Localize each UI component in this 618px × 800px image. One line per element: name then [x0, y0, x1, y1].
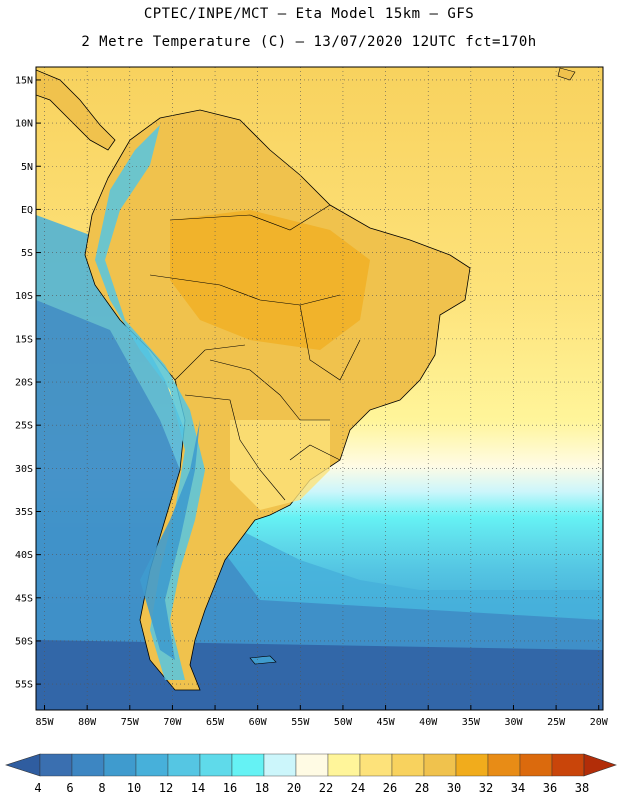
colorbar-label: 28 — [415, 781, 429, 795]
lon-tick-label: 40W — [419, 717, 438, 728]
map-frame — [35, 66, 604, 711]
colorbar-label: 36 — [543, 781, 557, 795]
temperature-colorbar: 4 6 8 10 12 14 16 18 20 22 24 26 28 30 32 34 36 38 — [5, 753, 617, 795]
lat-tick-label: 15N — [15, 75, 33, 86]
lat-tick-label: 45S — [15, 593, 33, 604]
falkland-islands — [249, 655, 277, 665]
lon-tick-label: 85W — [35, 717, 54, 728]
colorbar-swatch — [487, 753, 521, 777]
lat-tick-label: 50S — [15, 636, 33, 647]
colorbar-label: 18 — [255, 781, 269, 795]
colorbar-swatch — [39, 753, 73, 777]
colorbar-swatch — [327, 753, 361, 777]
colorbar-swatch — [391, 753, 425, 777]
lon-tick-label: 65W — [206, 717, 225, 728]
map-title-line1: CPTEC/INPE/MCT – Eta Model 15km – GFS — [143, 6, 475, 22]
colorbar-label: 32 — [479, 781, 493, 795]
lon-tick-label: 60W — [249, 717, 268, 728]
colorbar-label: 22 — [319, 781, 333, 795]
colorbar-label: 26 — [383, 781, 397, 795]
lat-tick-label: 10S — [15, 291, 33, 302]
graticule — [36, 67, 603, 710]
colorbar-label: 38 — [575, 781, 589, 795]
colorbar-swatch — [167, 753, 201, 777]
lat-tick-label: 15S — [15, 334, 33, 345]
lon-tick-label: 35W — [462, 717, 481, 728]
pampas-area — [230, 420, 330, 510]
lat-tick-label: EQ — [21, 205, 33, 216]
lat-tick-label: 25S — [15, 421, 33, 432]
lon-tick-label: 25W — [547, 717, 566, 728]
lat-tick-label: 10N — [15, 119, 33, 130]
lon-tick-label: 70W — [163, 717, 182, 728]
lon-tick-label: 20W — [590, 717, 609, 728]
amazon-warm-area — [170, 210, 370, 350]
latitude-axis: 15N 10N 5N EQ 5S 10S 15S 20S 25S 30S 35S 40S 45S 50S 5… — [15, 75, 41, 691]
longitude-axis: 85W 80W 75W 70W 65W 60W 55W 50W 45W 40W 35W 30W 25W 2… — [35, 705, 609, 728]
lat-tick-label: 20S — [15, 378, 33, 389]
colorbar-label: 6 — [66, 781, 73, 795]
colorbar-over-arrow — [583, 753, 617, 777]
caribbean-island — [557, 67, 576, 81]
lon-tick-label: 80W — [78, 717, 97, 728]
colorbar-label: 10 — [127, 781, 141, 795]
colorbar-swatch — [295, 753, 329, 777]
colorbar-swatch — [359, 753, 393, 777]
colorbar-swatch — [551, 753, 585, 777]
patagonian-andes — [140, 420, 200, 660]
colorbar-label: 24 — [351, 781, 365, 795]
lon-tick-label: 75W — [121, 717, 140, 728]
colorbar-swatch — [199, 753, 233, 777]
colorbar-swatch — [423, 753, 457, 777]
lon-tick-label: 30W — [504, 717, 523, 728]
lon-tick-label: 55W — [291, 717, 310, 728]
lat-tick-label: 5S — [21, 248, 33, 259]
colorbar-label: 34 — [511, 781, 525, 795]
lat-tick-label: 5N — [21, 162, 33, 173]
lon-tick-label: 45W — [377, 717, 396, 728]
colorbar-swatch — [231, 753, 265, 777]
lon-tick-label: 50W — [334, 717, 353, 728]
country-borders — [149, 204, 361, 501]
colorbar-under-arrow — [5, 753, 41, 777]
polar-cold-zone — [36, 640, 603, 710]
colorbar-swatch — [455, 753, 489, 777]
lat-tick-label: 40S — [15, 550, 33, 561]
colorbar-label: 8 — [98, 781, 105, 795]
colorbar-swatch — [135, 753, 169, 777]
lat-tick-label: 55S — [15, 680, 33, 691]
colorbar-swatch — [263, 753, 297, 777]
colorbar-label: 12 — [159, 781, 173, 795]
central-america — [36, 69, 116, 151]
colorbar-label: 4 — [34, 781, 41, 795]
colorbar-label: 14 — [191, 781, 205, 795]
colorbar-label: 30 — [447, 781, 461, 795]
colorbar-label: 16 — [223, 781, 237, 795]
map-title-line2: 2 Metre Temperature (C) – 13/07/2020 12U… — [81, 34, 537, 50]
colorbar-swatch — [519, 753, 553, 777]
lat-tick-label: 30S — [15, 464, 33, 475]
colorbar-label: 20 — [287, 781, 301, 795]
colorbar-swatch — [71, 753, 105, 777]
map-plot-area — [36, 67, 603, 710]
colorbar-swatch — [103, 753, 137, 777]
lat-tick-label: 35S — [15, 507, 33, 518]
